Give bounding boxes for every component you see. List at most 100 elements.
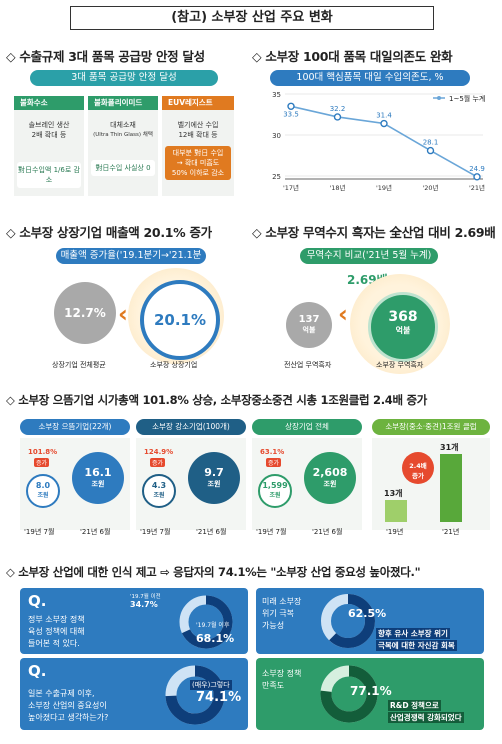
club-pill: 소부장(중소·중견)1조원 클럽 — [372, 419, 490, 435]
page-title: (참고) 소부장 산업 주요 변화 — [70, 6, 434, 30]
supply-pill: 3대 품목 공급망 안정 달성 — [30, 70, 218, 86]
x-tick-label: '18년 — [329, 183, 345, 192]
trade-left-label: 전산업 무역흑자 — [284, 361, 332, 369]
q3-label3: 가능성 — [262, 621, 285, 630]
marketcap-pill: 소부장 강소기업(100개) — [136, 419, 246, 435]
marketcap-after-unit: 조원 — [91, 480, 105, 488]
supply-item-desc: (Ultra Thin Glass) 채택 — [93, 132, 153, 138]
club-bar-after — [440, 454, 462, 522]
marketcap-before-value: 4.3 — [151, 481, 167, 490]
trade-right-value: 368 — [388, 309, 418, 325]
data-point — [473, 173, 481, 181]
section-sales-title: ◇ 소부장 상장기업 매출액 20.1% 증가 — [6, 225, 212, 240]
marketcap-after-circle: 2,608 조원 — [304, 452, 356, 504]
chevron-left-icon: ‹ — [338, 300, 348, 328]
section-marketcap-title: ◇ 소부장 으뜸기업 시가총액 101.8% 상승, 소부장중소중견 시총 1조… — [6, 393, 428, 407]
q2-value: 74.1% — [196, 690, 242, 705]
marketcap-before-unit: 조원 — [153, 492, 165, 499]
marketcap-pill: 상장기업 전체 — [252, 419, 362, 435]
marketcap-after-value: 16.1 — [84, 466, 112, 479]
trade-right-unit: 억불 — [395, 326, 411, 335]
section-supply-title: ◇ 수출규제 3대 품목 공급망 안정 달성 — [6, 49, 205, 64]
marketcap-rate: 63.1% — [260, 448, 285, 456]
trade-left-value: 137 — [298, 314, 320, 325]
supply-item-desc: 대체소재 — [110, 121, 136, 129]
trade-right-circle: 368 억불 — [368, 292, 438, 362]
q4-note2: 산업경쟁력 강화되었다 — [388, 712, 464, 723]
supply-item-desc: 2배 확대 등 — [31, 131, 67, 139]
supply-item-desc: 12배 확대 등 — [178, 131, 218, 139]
data-point — [333, 113, 342, 121]
q4-label1: 소부장 정책 — [262, 669, 302, 678]
q2-label: Q. — [28, 662, 47, 680]
marketcap-before-unit: 조원 — [37, 492, 49, 499]
trade-left-circle: 137 억불 — [286, 302, 332, 348]
marketcap-before-value: 1,599 — [262, 481, 288, 490]
supply-item-desc: 솔브레인 생산 — [28, 121, 70, 129]
data-point — [426, 146, 435, 155]
y-tick-label: 25 — [272, 173, 281, 181]
supply-item-euv: EUV레지스트 벨기에산 수입 12배 확대 등 대부분 對日 수입 → 확대 … — [162, 96, 234, 196]
club-bar-before — [385, 500, 407, 522]
marketcap-after-circle: 16.1 조원 — [72, 452, 124, 504]
q1-text3: 들어본 적 있다. — [28, 639, 80, 648]
club-before-value: 13개 — [384, 489, 403, 498]
marketcap-rate2: 증가 — [150, 458, 166, 467]
q1-after-label: '19.7월 이후 — [196, 622, 230, 629]
q2-text2: 소부장 산업의 중요성이 — [28, 701, 107, 710]
marketcap-x1: '19년 7월 — [24, 528, 55, 536]
q3-label1: 미래 소부장 — [262, 597, 302, 606]
supply-item-pi: 불화폴리이미드 대체소재 (Ultra Thin Glass) 채택 對日수입 … — [88, 96, 158, 196]
supply-result-line: → 확대 미흡도 — [176, 159, 220, 167]
marketcap-after-unit: 조원 — [323, 480, 337, 488]
club-rate-badge: 2.4배 증가 — [402, 452, 434, 484]
club-after-value: 31개 — [440, 443, 459, 452]
marketcap-after-value: 2,608 — [312, 466, 348, 479]
supply-item-name: 불화폴리이미드 — [88, 96, 158, 110]
club-x1: '19년 — [386, 528, 404, 536]
trade-pill: 무역수지 비교('21년 5월 누계) — [300, 248, 438, 264]
marketcap-after-unit: 조원 — [207, 480, 221, 488]
supply-item-name: 불화수소 — [14, 96, 84, 110]
q1-before-value: 34.7% — [130, 600, 158, 609]
marketcap-rate2: 증가 — [266, 458, 282, 467]
q2-sub: (매우)그렇다 — [190, 680, 232, 690]
marketcap-before-circle: 4.3 조원 — [142, 474, 176, 508]
data-point — [287, 102, 295, 110]
supply-item-result: 對日수입액 1/6로 감소 — [17, 162, 81, 188]
supply-item-name: EUV레지스트 — [162, 96, 234, 110]
trade-left-unit: 억불 — [302, 326, 316, 334]
sales-left-label: 상장기업 전체평균 — [52, 361, 106, 369]
marketcap-before-value: 8.0 — [35, 481, 51, 490]
club-rate: 2.4배 — [409, 462, 427, 470]
q3-note2: 극복에 대한 자신감 회복 — [376, 640, 457, 651]
marketcap-after-circle: 9.7 조원 — [188, 452, 240, 504]
sales-left-circle: 12.7% — [54, 282, 116, 344]
data-label: 24.9 — [469, 165, 485, 173]
q4-donut — [320, 665, 378, 723]
sales-pill: 매출액 증가율('19.1분기→'21.1분기) — [56, 248, 206, 277]
y-tick-label: 35 — [272, 91, 281, 99]
q3-label2: 위기 극복 — [262, 609, 294, 618]
marketcap-before-unit: 조원 — [269, 492, 281, 499]
dependency-pill: 100대 핵심품목 대일 수입의존도, % — [270, 70, 470, 86]
chevron-left-icon: ‹ — [118, 300, 128, 328]
q2-donut — [165, 665, 225, 725]
q4-value: 77.1% — [350, 684, 392, 698]
data-label: 31.4 — [376, 112, 392, 120]
marketcap-x2: '21년 6월 — [80, 528, 111, 536]
data-label: 32.2 — [330, 105, 346, 113]
marketcap-before-circle: 1,599 조원 — [258, 474, 292, 508]
supply-item-hf: 불화수소 솔브레인 생산 2배 확대 등 對日수입액 1/6로 감소 — [14, 96, 84, 196]
q3-note1: 향후 유사 소부장 위기 — [376, 628, 450, 639]
marketcap-pill: 소부장 으뜸기업(22개) — [20, 419, 130, 435]
q3-value: 62.5% — [348, 607, 387, 620]
marketcap-x1: '19년 7월 — [256, 528, 287, 536]
section-survey-title: ◇ 소부장 산업에 대한 인식 제고 ⇨ 응답자의 74.1%는 "소부장 산업… — [6, 565, 421, 579]
legend-label: 1~5월 누계 — [449, 94, 485, 103]
q4-label2: 만족도 — [262, 681, 285, 690]
trade-right-label: 소부장 무역흑자 — [376, 361, 424, 369]
marketcap-before-circle: 8.0 조원 — [26, 474, 60, 508]
marketcap-after-value: 9.7 — [204, 466, 224, 479]
marketcap-rate: 101.8% — [28, 448, 58, 456]
